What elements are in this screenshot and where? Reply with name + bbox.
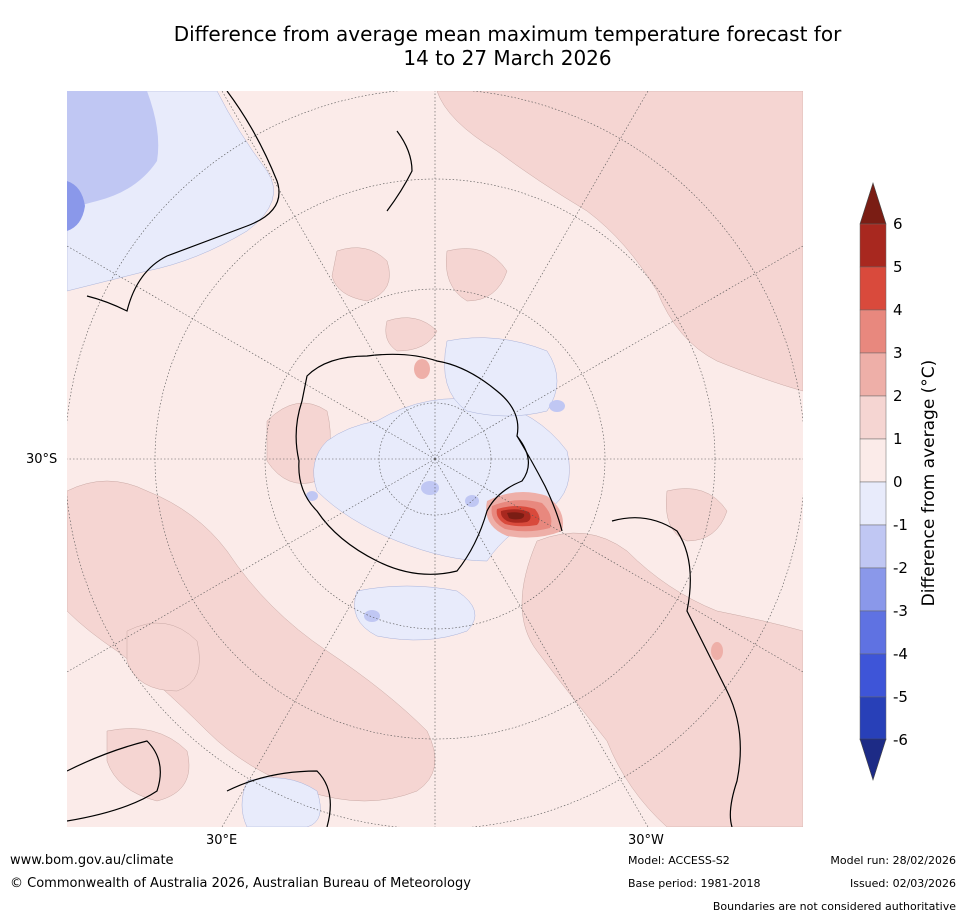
footer-copyright: © Commonwealth of Australia 2026, Austra… <box>10 876 471 891</box>
footer-issued: Issued: 02/03/2026 <box>849 877 956 890</box>
map-title: Difference from average mean maximum tem… <box>60 22 955 70</box>
anomaly-minus3-minus2-regions <box>67 181 85 231</box>
colorbar-band <box>859 438 887 483</box>
colorbar-band <box>859 223 887 268</box>
footer-base-period: Base period: 1981-2018 <box>628 877 761 890</box>
south-america-coastline <box>611 517 741 827</box>
colorbar-tick: 6 <box>893 215 903 233</box>
warm-hotspot <box>414 359 723 660</box>
colorbar-tick: -3 <box>893 602 908 620</box>
colorbar-tick: -1 <box>893 516 908 534</box>
colorbar-extend-low <box>859 738 887 781</box>
graticule <box>67 91 803 827</box>
colorbar-band <box>859 481 887 526</box>
footer-url[interactable]: www.bom.gov.au/climate <box>10 853 174 868</box>
new-zealand-coastline <box>386 130 413 212</box>
colorbar-tick: -4 <box>893 645 908 663</box>
colorbar-tick: 5 <box>893 258 903 276</box>
colorbar-tick: -5 <box>893 688 908 706</box>
footer-disclaimer: Boundaries are not considered authoritat… <box>712 900 956 913</box>
antarctica-coastline <box>295 353 529 575</box>
africa-coastline <box>67 740 161 822</box>
colorbar-band <box>859 266 887 311</box>
colorbar-band <box>859 567 887 612</box>
colorbar-band <box>859 696 887 741</box>
title-line-1: Difference from average mean maximum tem… <box>173 22 842 46</box>
colorbar-band <box>859 352 887 397</box>
colorbar-tick: 1 <box>893 430 903 448</box>
colorbar-band <box>859 610 887 655</box>
anomaly-1-2-regions <box>67 91 803 827</box>
lat-circle-60s <box>264 288 606 630</box>
colorbar-band <box>859 524 887 569</box>
colorbar-tick: 0 <box>893 473 903 491</box>
colorbar-tick: 3 <box>893 344 903 362</box>
colorbar-tick: 2 <box>893 387 903 405</box>
lon-label-30e: 30°E <box>206 833 238 848</box>
antarctic-peninsula <box>516 435 563 532</box>
footer-model-run: Model run: 28/02/2026 <box>830 854 956 867</box>
coastlines <box>67 91 741 827</box>
colorbar-band <box>859 395 887 440</box>
forecast-map <box>67 91 803 827</box>
colorbar-tick: -6 <box>893 731 908 749</box>
anomaly-minus1-0-regions <box>67 91 570 827</box>
colorbar-tick: 4 <box>893 301 903 319</box>
colorbar-title-text: Difference from average (°C) <box>919 359 939 607</box>
colorbar-band <box>859 309 887 354</box>
australia-coastline <box>86 91 280 312</box>
lat-label-30s: 30°S <box>26 452 58 467</box>
footer-model: Model: ACCESS-S2 <box>628 854 730 867</box>
colorbar-band <box>859 653 887 698</box>
lon-label-30w: 30°W <box>628 833 664 848</box>
colorbar-tick: -2 <box>893 559 908 577</box>
title-line-2: 14 to 27 March 2026 <box>403 46 612 70</box>
colorbar-extend-high <box>859 182 887 225</box>
colorbar <box>859 182 887 781</box>
map-svg <box>67 91 803 827</box>
africa-coastline-2 <box>226 770 331 827</box>
